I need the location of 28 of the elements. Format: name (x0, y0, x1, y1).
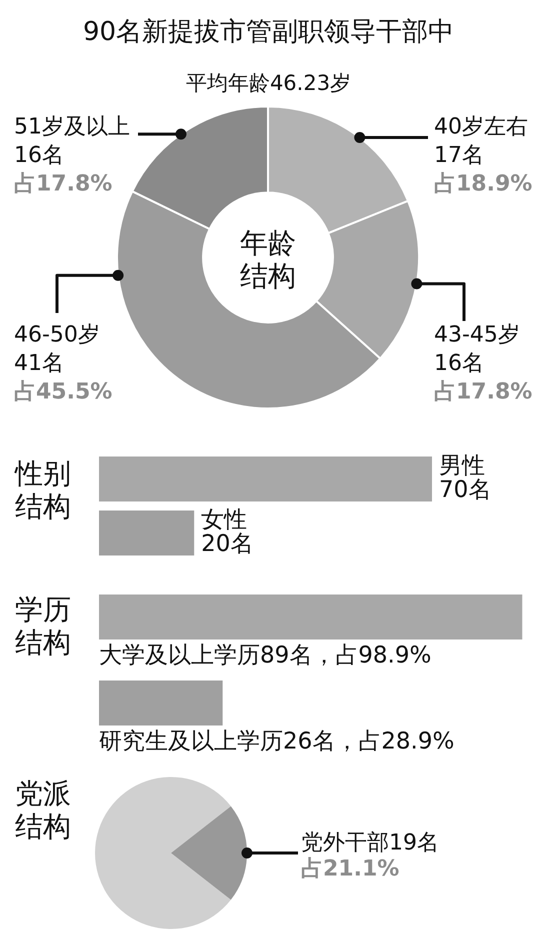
data-label: 26名，占28.9% (283, 728, 454, 754)
chart-subtitle: 平均年龄46.23岁 (184, 70, 352, 97)
text: 占18.9% (434, 172, 532, 197)
data-label: 16名 (434, 351, 484, 376)
data-label: 89名，占98.9% (260, 642, 432, 668)
data-label: 41名 (14, 351, 64, 376)
y-tick-label: 男性 (439, 452, 485, 479)
data-label: 16名 (14, 143, 64, 168)
chart-title: 90名新提拔市管副职领导干部中 (82, 16, 456, 49)
slice-label: 党外干部19名 (301, 830, 439, 856)
slice-label: 46-50岁 (14, 322, 100, 348)
text: 占17.8% (434, 380, 532, 405)
y-tick-label: 女性 (201, 506, 248, 533)
data-label: 20名 (201, 530, 254, 557)
text: 占17.8% (14, 172, 112, 197)
text: 性别结构 (15, 457, 72, 523)
slice-label: 40岁左右 (434, 114, 528, 140)
text: 党派结构 (15, 777, 72, 843)
text: 占21.1% (301, 856, 400, 882)
slice-label: 51岁及以上 (14, 114, 130, 140)
data-label: 17名 (434, 143, 484, 168)
text: 占45.5% (14, 380, 112, 405)
category-label: 研究生及以上学历 (99, 728, 283, 754)
category-label: 大学及以上学历 (99, 642, 260, 668)
text: 年龄结构 (240, 226, 296, 292)
data-label: 70名 (439, 476, 492, 503)
chart-title: 学历结构 (15, 593, 72, 659)
slice-label: 43-45岁 (434, 322, 520, 348)
